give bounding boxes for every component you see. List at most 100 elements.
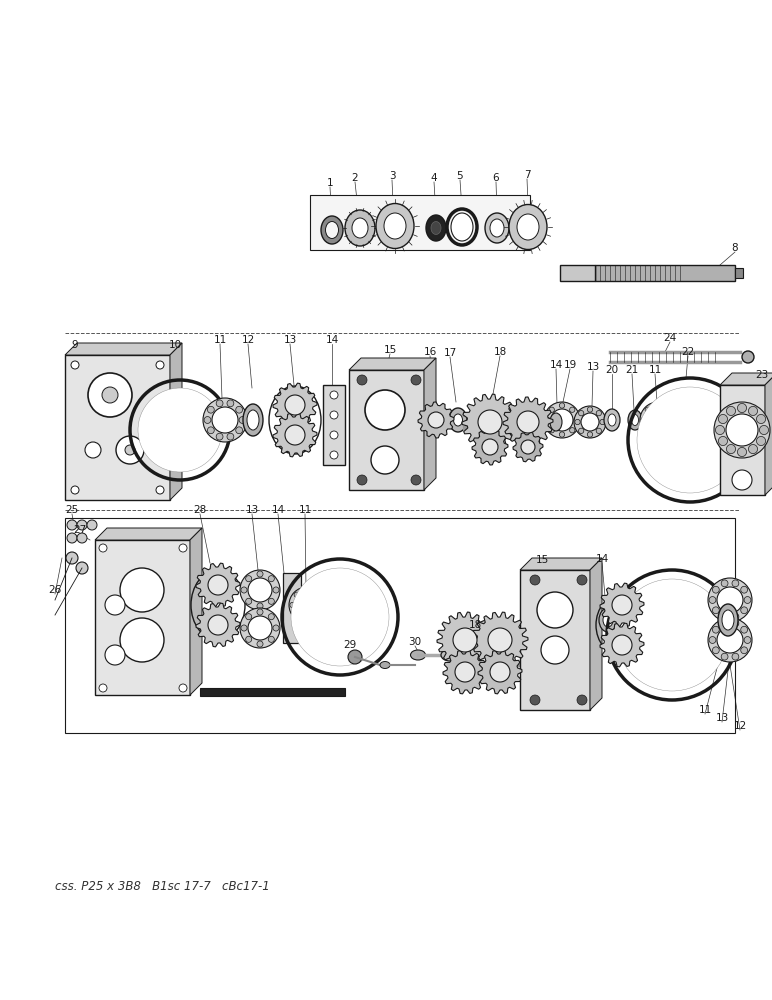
Circle shape — [257, 571, 263, 577]
Polygon shape — [65, 343, 182, 355]
Circle shape — [645, 407, 650, 412]
Circle shape — [716, 425, 725, 435]
Circle shape — [239, 417, 246, 423]
Ellipse shape — [485, 213, 509, 243]
Circle shape — [315, 613, 320, 618]
Circle shape — [330, 411, 338, 419]
Circle shape — [744, 637, 751, 643]
Circle shape — [670, 417, 676, 423]
Ellipse shape — [345, 210, 375, 246]
Circle shape — [85, 442, 101, 458]
Circle shape — [257, 641, 263, 647]
Circle shape — [596, 411, 601, 416]
Circle shape — [120, 568, 164, 612]
Ellipse shape — [490, 662, 510, 682]
Ellipse shape — [599, 608, 617, 632]
Circle shape — [741, 647, 747, 654]
Circle shape — [616, 579, 728, 691]
Circle shape — [713, 586, 720, 593]
Ellipse shape — [455, 662, 475, 682]
Circle shape — [721, 613, 728, 620]
Ellipse shape — [384, 213, 406, 239]
Circle shape — [371, 446, 399, 474]
Circle shape — [570, 428, 575, 433]
Ellipse shape — [482, 439, 498, 455]
Circle shape — [709, 597, 716, 603]
Circle shape — [587, 407, 593, 412]
Circle shape — [721, 580, 728, 587]
Circle shape — [709, 637, 716, 643]
Circle shape — [570, 407, 575, 412]
Bar — [735, 268, 743, 278]
Polygon shape — [472, 612, 528, 668]
Circle shape — [235, 427, 242, 434]
Text: 14: 14 — [595, 554, 608, 564]
Circle shape — [216, 433, 223, 440]
Circle shape — [737, 447, 747, 457]
Ellipse shape — [517, 411, 539, 433]
Text: 9: 9 — [72, 340, 78, 350]
Ellipse shape — [551, 409, 573, 431]
Polygon shape — [720, 373, 772, 385]
Ellipse shape — [544, 402, 580, 438]
Circle shape — [156, 361, 164, 369]
Circle shape — [757, 436, 766, 446]
Circle shape — [541, 636, 569, 664]
Text: 25: 25 — [66, 505, 79, 515]
Text: 14: 14 — [272, 505, 285, 515]
Circle shape — [116, 436, 144, 464]
Text: 19: 19 — [564, 360, 577, 370]
Polygon shape — [443, 650, 487, 694]
Polygon shape — [196, 563, 240, 607]
Circle shape — [227, 400, 234, 407]
Ellipse shape — [612, 595, 632, 615]
Text: 7: 7 — [523, 170, 530, 180]
Ellipse shape — [285, 425, 305, 445]
Circle shape — [760, 425, 769, 435]
Circle shape — [596, 428, 601, 433]
Ellipse shape — [321, 216, 343, 244]
Circle shape — [713, 607, 720, 614]
Text: css. P25 x 3B8   B1sc 17-7   cBc17-1: css. P25 x 3B8 B1sc 17-7 cBc17-1 — [55, 880, 269, 893]
Circle shape — [330, 431, 338, 439]
Circle shape — [530, 695, 540, 705]
Circle shape — [290, 602, 295, 608]
Polygon shape — [437, 612, 493, 668]
Polygon shape — [424, 358, 436, 490]
Circle shape — [105, 645, 125, 665]
Circle shape — [227, 433, 234, 440]
Circle shape — [655, 432, 661, 437]
Circle shape — [732, 653, 739, 660]
Bar — [349, 370, 424, 490]
Text: 13: 13 — [245, 505, 259, 515]
Bar — [65, 518, 735, 733]
Circle shape — [357, 475, 367, 485]
Circle shape — [411, 475, 421, 485]
Ellipse shape — [718, 604, 738, 636]
Ellipse shape — [428, 412, 444, 428]
Ellipse shape — [449, 408, 467, 432]
Ellipse shape — [451, 213, 473, 241]
Ellipse shape — [212, 407, 238, 433]
Circle shape — [269, 598, 274, 604]
Ellipse shape — [521, 440, 535, 454]
Circle shape — [269, 576, 274, 582]
Text: 11: 11 — [213, 335, 227, 345]
Circle shape — [77, 533, 87, 543]
Bar — [520, 570, 590, 710]
Ellipse shape — [208, 615, 228, 635]
Circle shape — [304, 617, 310, 622]
Circle shape — [179, 684, 187, 692]
Circle shape — [732, 580, 739, 587]
Circle shape — [208, 406, 215, 413]
Bar — [560, 265, 595, 281]
Text: 21: 21 — [625, 365, 638, 375]
Ellipse shape — [203, 398, 247, 442]
Circle shape — [744, 597, 751, 603]
Ellipse shape — [285, 395, 305, 415]
Text: 30: 30 — [408, 637, 422, 647]
Text: 26: 26 — [49, 585, 62, 595]
Circle shape — [156, 486, 164, 494]
Circle shape — [575, 419, 581, 425]
Ellipse shape — [517, 214, 539, 240]
